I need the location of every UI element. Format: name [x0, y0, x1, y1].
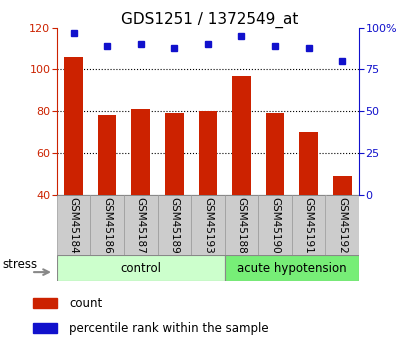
Bar [191, 195, 225, 255]
Bar [98, 116, 116, 195]
Bar [225, 255, 359, 281]
Bar [266, 114, 284, 195]
Bar [158, 195, 191, 255]
Text: GDS1251 / 1372549_at: GDS1251 / 1372549_at [121, 12, 299, 28]
Text: count: count [69, 297, 102, 310]
Bar [292, 195, 326, 255]
Bar [258, 195, 292, 255]
Text: GSM45191: GSM45191 [304, 197, 314, 254]
Text: GSM45188: GSM45188 [236, 197, 247, 254]
Text: acute hypotension: acute hypotension [237, 262, 347, 275]
Text: GSM45189: GSM45189 [169, 197, 179, 254]
Text: GSM45193: GSM45193 [203, 197, 213, 254]
Text: GSM45190: GSM45190 [270, 197, 280, 253]
Bar [90, 195, 124, 255]
Text: GSM45184: GSM45184 [68, 197, 79, 254]
Bar [33, 323, 57, 333]
Text: stress: stress [3, 258, 38, 271]
Bar [299, 132, 318, 195]
Text: GSM45186: GSM45186 [102, 197, 112, 254]
Text: GSM45192: GSM45192 [337, 197, 347, 254]
Bar [64, 57, 83, 195]
Bar [57, 255, 225, 281]
Bar [232, 76, 251, 195]
Bar [131, 109, 150, 195]
Text: percentile rank within the sample: percentile rank within the sample [69, 322, 268, 335]
Bar [165, 114, 184, 195]
Bar [326, 195, 359, 255]
Bar [33, 298, 57, 308]
Bar [333, 176, 352, 195]
Bar [225, 195, 258, 255]
Bar [199, 111, 217, 195]
Text: control: control [120, 262, 161, 275]
Bar [124, 195, 158, 255]
Bar [57, 195, 90, 255]
Text: GSM45187: GSM45187 [136, 197, 146, 254]
